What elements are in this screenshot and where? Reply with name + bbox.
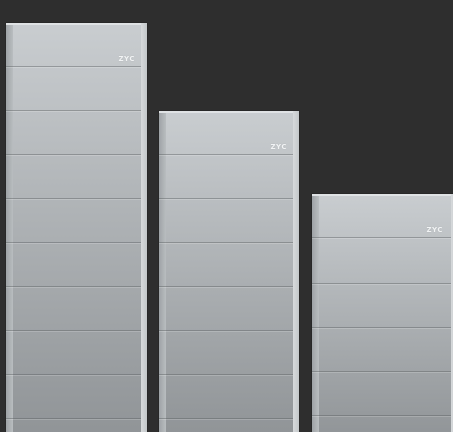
cabinet-seam [6, 66, 147, 67]
cabinet-seam [312, 237, 453, 238]
brand-logo: ZYC [270, 143, 287, 151]
cabinet-seam [159, 330, 299, 331]
cabinet-seam [6, 286, 147, 287]
cabinet-seam [159, 286, 299, 287]
cabinet-seam [6, 330, 147, 331]
cabinet-seam [312, 327, 453, 328]
cabinet-seam [312, 415, 453, 416]
cabinet-seam [6, 418, 147, 419]
cabinet-short: ZYC [312, 194, 453, 432]
cabinet-seam [6, 110, 147, 111]
cabinet-seam [159, 242, 299, 243]
brand-logo: ZYC [118, 55, 135, 63]
cabinet-seam [312, 371, 453, 372]
cabinet-seam [312, 283, 453, 284]
cabinet-seam [6, 242, 147, 243]
brand-logo: ZYC [426, 226, 443, 234]
cabinet-top-edge [312, 194, 453, 196]
cabinet-top-edge [159, 111, 299, 113]
cabinet-seam [6, 198, 147, 199]
cabinet-medium: ZYC [159, 111, 299, 432]
cabinet-seam [159, 154, 299, 155]
cabinet-seam [6, 154, 147, 155]
cabinet-seam [6, 374, 147, 375]
cabinet-top-edge [6, 23, 147, 25]
cabinet-seam [159, 418, 299, 419]
cabinet-seam [159, 374, 299, 375]
cabinet-seam [159, 198, 299, 199]
cabinet-tall: ZYC [6, 23, 147, 432]
